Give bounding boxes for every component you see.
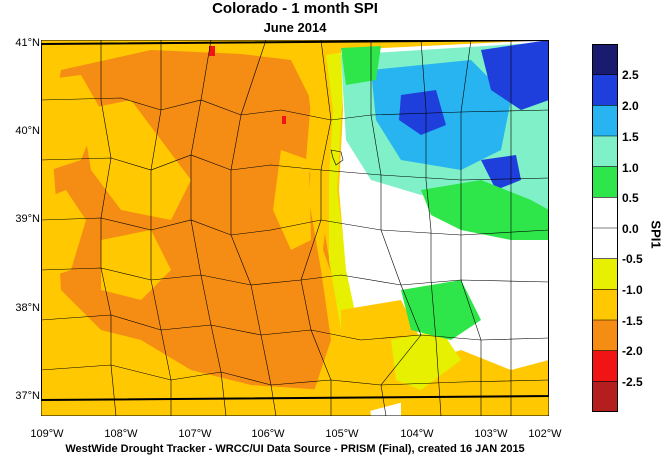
colorbar-cells xyxy=(592,44,618,412)
state-border xyxy=(41,40,549,402)
lon-label-107: 107°W xyxy=(178,428,212,440)
footer-credit: WestWide Drought Tracker - WRCC/UI Data … xyxy=(65,443,525,455)
region-dry-west-4 xyxy=(101,230,171,300)
colorbar-cell xyxy=(592,166,618,198)
colorbar-cell xyxy=(592,228,618,260)
spi-map xyxy=(41,40,549,416)
legend-title: SPI1 xyxy=(648,220,664,249)
map-title: Colorado - 1 month SPI xyxy=(212,0,378,17)
colorbar-cell xyxy=(592,258,618,290)
lon-label-103: 103°W xyxy=(474,428,508,440)
spi-fill-regions xyxy=(41,40,549,416)
lon-label-109: 109°W xyxy=(30,428,64,440)
colorbar-cell xyxy=(592,197,618,229)
region-wet-east-central xyxy=(421,180,549,240)
region-extreme-dry-north xyxy=(209,46,215,56)
region-dry-west-3 xyxy=(81,100,191,220)
colorbar-cell xyxy=(592,350,618,382)
legend-label-1-0: 1.0 xyxy=(622,161,639,175)
map-subtitle: June 2014 xyxy=(263,20,327,35)
legend-label-1-5: 1.5 xyxy=(622,130,639,144)
spi-colorbar xyxy=(592,44,618,412)
colorbar-cell xyxy=(592,105,618,137)
lat-label-41: 41°N xyxy=(15,37,40,49)
legend-label-neg-0-5: -0.5 xyxy=(622,252,643,266)
region-wet-southeast xyxy=(401,280,481,340)
region-extreme-wet-ne-corner xyxy=(481,40,549,110)
region-wet-north xyxy=(341,46,381,85)
colorbar-cell xyxy=(592,44,618,76)
colorbar-cell xyxy=(592,136,618,168)
legend-label-neg-2-5: -2.5 xyxy=(622,375,643,389)
lon-label-104: 104°W xyxy=(400,428,434,440)
colorbar-cell xyxy=(592,74,618,106)
legend-label-2-0: 2.0 xyxy=(622,99,639,113)
legend-label-neg-1-0: -1.0 xyxy=(622,283,643,297)
lon-label-105: 105°W xyxy=(325,428,359,440)
colorbar-cell xyxy=(592,320,618,352)
lon-label-102: 102°W xyxy=(528,428,562,440)
lon-label-108: 108°W xyxy=(104,428,138,440)
region-extreme-dry-north-2 xyxy=(282,116,286,124)
colorbar-frame xyxy=(592,44,618,412)
county-boundaries xyxy=(41,40,549,416)
region-dry-west-2 xyxy=(41,190,86,280)
lat-label-40: 40°N xyxy=(15,125,40,137)
lat-label-38: 38°N xyxy=(15,302,40,314)
legend-label-neg-2-0: -2.0 xyxy=(622,344,643,358)
region-extreme-wet-ne-inner xyxy=(399,90,446,135)
lat-label-37: 37°N xyxy=(15,390,40,402)
colorbar-cell xyxy=(592,381,618,412)
region-abnormal-dry-strip xyxy=(326,52,371,400)
legend-label-neg-1-5: -1.5 xyxy=(622,314,643,328)
region-dry-sw xyxy=(41,330,111,400)
legend-label-0-5: 0.5 xyxy=(622,191,639,205)
lon-label-106: 106°W xyxy=(251,428,285,440)
lat-label-39: 39°N xyxy=(15,213,40,225)
legend-label-0-0: 0.0 xyxy=(622,222,639,236)
legend-label-2-5: 2.5 xyxy=(622,68,639,82)
colorbar-cell xyxy=(592,289,618,321)
region-abnormal-dry-se xyxy=(391,330,461,390)
region-dry-front-range xyxy=(273,150,311,250)
